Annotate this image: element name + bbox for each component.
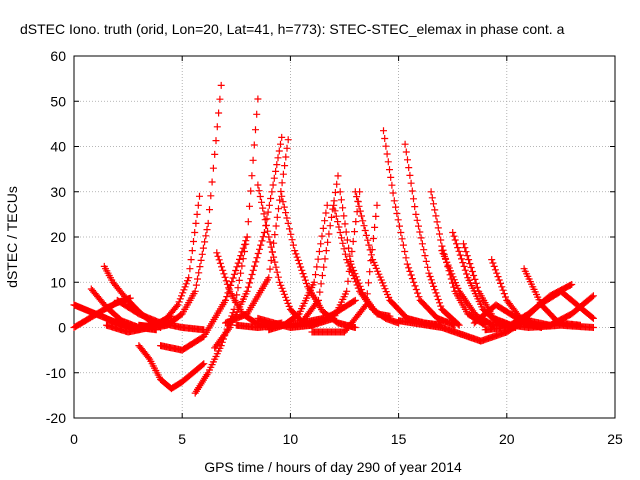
series-8 xyxy=(135,192,203,331)
series-15 xyxy=(254,181,316,329)
series-points xyxy=(297,172,342,327)
x-tick-label: 15 xyxy=(391,431,407,447)
series-23 xyxy=(336,188,394,320)
series-26 xyxy=(380,127,459,329)
y-tick-label: 60 xyxy=(50,48,66,64)
series-points xyxy=(380,127,459,329)
series-points xyxy=(135,192,203,331)
series-22 xyxy=(308,188,364,329)
chart-title: dSTEC Iono. truth (orid, Lon=20, Lat=41,… xyxy=(20,21,565,37)
series-20 xyxy=(297,172,342,327)
axes: 0 5 10 15 20 25 -20 -10 0 10 20 30 40 50 60 xyxy=(46,48,623,447)
series-24 xyxy=(308,201,381,336)
y-tick-label: 30 xyxy=(50,184,66,200)
x-tick-label: 10 xyxy=(283,431,299,447)
x-tick-label: 20 xyxy=(499,431,515,447)
series-points xyxy=(336,188,394,320)
series-10 xyxy=(157,233,251,354)
y-axis-label: dSTEC / TECUs xyxy=(4,186,20,288)
series-11 xyxy=(191,95,262,397)
y-tick-label: 20 xyxy=(50,229,66,245)
x-tick-label: 5 xyxy=(178,431,186,447)
series-7 xyxy=(135,342,208,393)
series-points xyxy=(211,133,286,352)
series-points xyxy=(157,233,251,354)
series-points xyxy=(401,140,463,329)
y-tick-label: -10 xyxy=(46,365,66,381)
series-30 xyxy=(438,247,498,329)
series-points xyxy=(438,247,498,329)
y-tick-label: 10 xyxy=(50,274,66,290)
series-points xyxy=(150,81,225,331)
y-tick-label: 0 xyxy=(58,320,66,336)
y-tick-label: 40 xyxy=(50,139,66,155)
y-tick-label: -20 xyxy=(46,410,66,426)
series-points xyxy=(308,188,364,329)
series-points xyxy=(308,201,381,336)
series-points xyxy=(222,136,292,327)
y-tick-label: 50 xyxy=(50,93,66,109)
series-27 xyxy=(401,140,463,329)
series-12 xyxy=(211,133,286,352)
series-points xyxy=(254,181,316,329)
series-points xyxy=(191,95,262,397)
series-points xyxy=(492,319,597,331)
x-tick-label: 25 xyxy=(607,431,623,447)
series-14 xyxy=(222,136,292,327)
series-9 xyxy=(150,81,225,331)
x-tick-label: 0 xyxy=(70,431,78,447)
x-axis-label: GPS time / hours of day 290 of year 2014 xyxy=(204,459,462,475)
series-points xyxy=(135,342,208,393)
series-39 xyxy=(492,319,597,331)
data-series xyxy=(70,81,597,397)
